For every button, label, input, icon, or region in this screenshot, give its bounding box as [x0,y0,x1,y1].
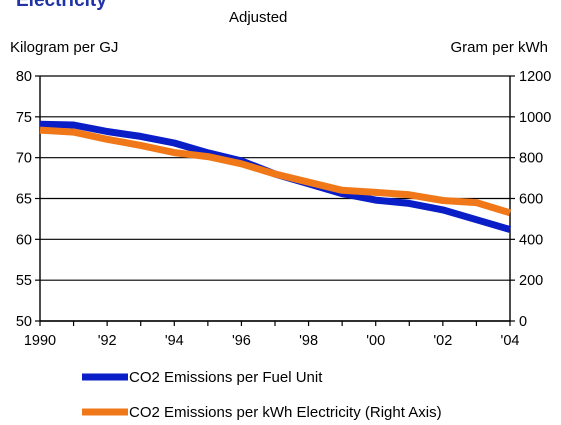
legend-label-2: CO2 Emissions per kWh Electricity (Right… [129,404,442,421]
x-tick-label: '92 [98,333,117,349]
right-tick-label: 0 [519,314,527,330]
x-tick-label: '98 [299,333,318,349]
x-tick-label: '94 [165,333,184,349]
x-tick-label: '96 [232,333,251,349]
gridlines [40,75,510,322]
chart-title: Electricity [16,0,107,11]
right-tick-label: 1000 [519,110,551,126]
x-tick-label: '04 [501,333,520,349]
right-tick-label: 600 [519,192,543,208]
right-axis-label: Gram per kWh [450,39,548,56]
chart-subtitle: Adjusted [229,9,287,26]
x-tick-label: '02 [433,333,452,349]
left-tick-label: 50 [16,314,32,330]
right-tick-label: 200 [519,273,543,289]
left-tick-label: 70 [16,151,32,167]
legend-label-1: CO2 Emissions per Fuel Unit [129,369,323,386]
left-tick-label: 55 [16,273,32,289]
left-axis-label: Kilogram per GJ [10,39,118,56]
series [39,120,512,233]
x-tick-label: '00 [366,333,385,349]
left-tick-label: 75 [16,110,32,126]
right-tick-label: 1200 [519,69,551,85]
right-tick-label: 800 [519,151,543,167]
series-line-2 [39,126,512,217]
left-tick-label: 65 [16,192,32,208]
x-tick-label: 1990 [24,333,56,349]
right-tick-label: 400 [519,232,543,248]
left-tick-label: 60 [16,232,32,248]
legend: CO2 Emissions per Fuel Unit CO2 Emissions… [82,369,442,421]
left-tick-label: 80 [16,69,32,85]
